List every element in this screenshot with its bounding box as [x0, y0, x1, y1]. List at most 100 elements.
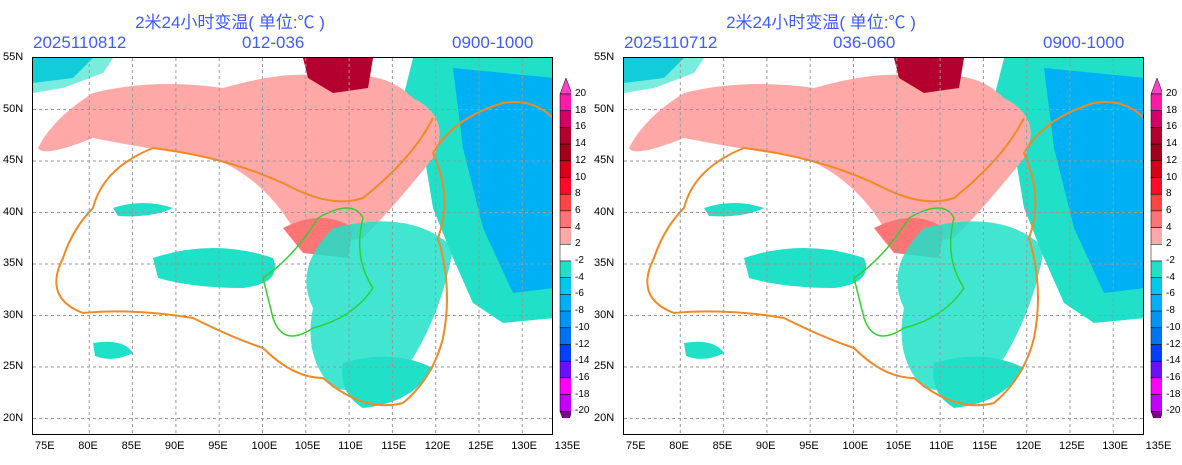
lat-label: 45N [3, 154, 24, 166]
lon-label: 120E [424, 440, 451, 452]
colorbar-label: 18 [575, 104, 587, 116]
colorbar-swatch [1150, 277, 1162, 295]
colorbar-label: 16 [1166, 121, 1178, 133]
colorbar-label: 4 [575, 221, 581, 233]
lon-label: 80E [78, 440, 98, 452]
colorbar-label: -18 [575, 388, 590, 400]
colorbar-label: -10 [1166, 321, 1181, 333]
colorbar-label: 10 [1166, 171, 1178, 183]
lat-label: 50N [3, 102, 24, 115]
lon-label: 135E [554, 440, 581, 452]
colorbar-swatch [559, 260, 571, 278]
colorbar-label: 20 [575, 88, 587, 99]
colorbar-label: 18 [1166, 104, 1178, 116]
lon-label: 100E [251, 440, 278, 452]
colorbar-swatch [1150, 244, 1162, 262]
colorbar-label: 14 [575, 138, 587, 150]
lon-label: 95E [208, 440, 228, 452]
colorbar-swatch [559, 93, 571, 111]
colorbar-top-arrow [559, 78, 571, 95]
lat-label: 40N [594, 205, 615, 218]
colorbar-swatch [559, 227, 571, 245]
colorbar-swatch [559, 360, 571, 379]
colorbar-swatch [559, 110, 571, 128]
lon-label: 85E [712, 440, 733, 452]
forecast-range: 036-060 [833, 33, 896, 52]
lon-label: 125E [1059, 440, 1085, 452]
lon-label: 120E [1015, 440, 1042, 452]
panel-title: 2米24小时变温( 单位:℃ ) [135, 13, 325, 32]
colorbar-swatch [559, 210, 571, 228]
colorbar-label: -6 [1166, 288, 1175, 300]
lon-label: 75E [35, 440, 55, 452]
lon-label: 130E [511, 440, 537, 452]
colorbar-swatch [1150, 177, 1162, 195]
lat-label: 35N [594, 257, 615, 269]
colorbar-swatch [1150, 210, 1162, 228]
lon-label: 90E [755, 440, 776, 452]
lon-label: 135E [1145, 440, 1172, 452]
colorbar-bottom-arrow [559, 411, 571, 418]
colorbar-label: 10 [575, 171, 587, 183]
colorbar-swatch [559, 294, 571, 312]
lon-label: 130E [1102, 440, 1128, 452]
colorbar-label: 6 [575, 204, 581, 216]
colorbar-swatch [1150, 294, 1162, 312]
colorbar-swatch [559, 193, 571, 212]
colorbar-label: 2 [575, 238, 581, 250]
map-panel-1: 2米24小时变温( 单位:℃ ) 2025110812 012-036 0900… [3, 13, 590, 452]
colorbar-label: -20 [575, 405, 590, 417]
colorbar-label: -16 [575, 371, 590, 383]
colorbar-swatch [1150, 344, 1162, 362]
colorbar-swatch [559, 394, 571, 412]
map-panel-2: 2米24小时变温( 单位:℃ ) 2025110712 036-060 0900… [591, 0, 1182, 465]
colorbar-label: -14 [575, 355, 590, 367]
colorbar-swatch [1150, 327, 1162, 345]
colorbar-label: -12 [575, 338, 590, 350]
lon-label: 115E [972, 440, 998, 452]
time-window: 0900-1000 [452, 33, 534, 52]
time-window: 0900-1000 [1043, 33, 1125, 52]
colorbar-label: -10 [575, 321, 590, 333]
colorbar-swatch [559, 127, 571, 145]
init-time: 2025110812 [33, 33, 127, 52]
lat-label: 35N [3, 257, 24, 269]
colorbar [559, 78, 571, 418]
colorbar-swatch [559, 310, 571, 329]
colorbar-swatch [1150, 310, 1162, 329]
colorbar-label: -2 [1166, 255, 1175, 266]
grid-lines [33, 58, 552, 434]
colorbar-label: 12 [575, 154, 587, 166]
colorbar-swatch [1150, 127, 1162, 145]
colorbar-swatch [559, 277, 571, 295]
colorbar-swatch [559, 327, 571, 345]
lon-label: 85E [121, 440, 142, 452]
lat-label: 30N [594, 308, 615, 321]
colorbar-label: -8 [575, 305, 584, 317]
colorbar-label: -16 [1166, 371, 1181, 383]
colorbar-label: -4 [1166, 271, 1175, 283]
colorbar-label: -2 [575, 255, 584, 266]
colorbar-label: -14 [1166, 355, 1181, 367]
lon-label: 100E [842, 440, 869, 452]
colorbar-swatch [559, 160, 571, 178]
lat-label: 20N [594, 411, 615, 424]
colorbar-label: 4 [1166, 221, 1172, 233]
colorbar-top-arrow [1150, 78, 1162, 95]
lon-label: 125E [468, 440, 494, 452]
grid-lines [624, 58, 1143, 434]
lat-label: 25N [3, 360, 24, 372]
lon-label: 105E [885, 440, 912, 452]
lon-label: 95E [799, 440, 819, 452]
lon-label: 105E [294, 440, 321, 452]
colorbar-swatch [1150, 93, 1162, 111]
colorbar-swatch [559, 344, 571, 362]
colorbar-label: 8 [1166, 188, 1172, 200]
colorbar [1150, 78, 1162, 418]
colorbar-swatch [1150, 193, 1162, 212]
colorbar-bottom-arrow [1150, 411, 1162, 418]
colorbar-label: -18 [1166, 388, 1181, 400]
lon-label: 110E [338, 440, 363, 452]
colorbar-label: -6 [575, 288, 584, 300]
lon-label: 75E [626, 440, 646, 452]
